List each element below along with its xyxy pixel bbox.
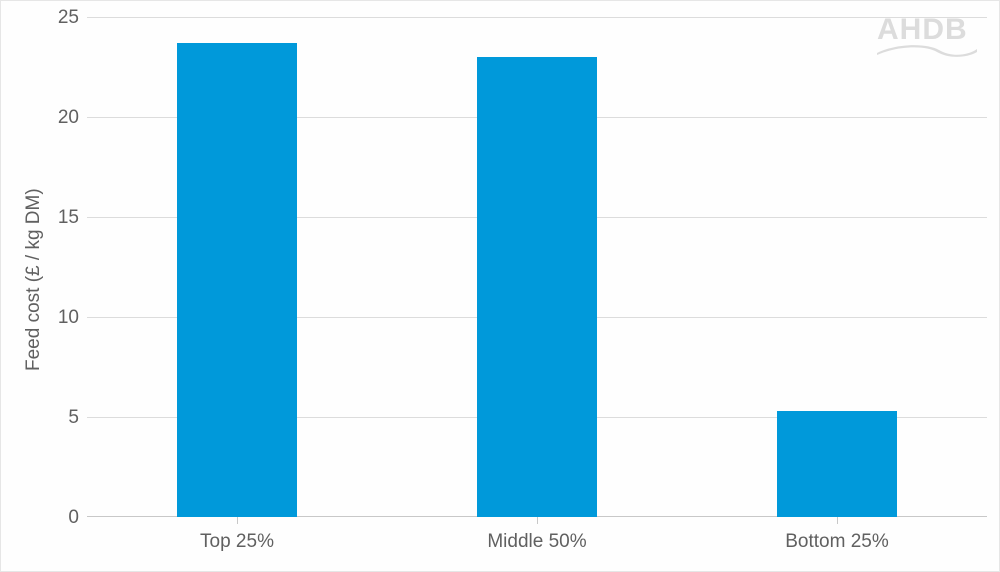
x-tick-label: Middle 50%: [487, 531, 586, 553]
plot-area: [87, 17, 987, 517]
y-tick-label: 5: [19, 407, 79, 429]
bar: [777, 411, 897, 517]
y-axis-title: Feed cost (£ / kg DM): [23, 188, 45, 371]
y-tick-label: 0: [19, 507, 79, 529]
x-tick-label: Top 25%: [200, 531, 274, 553]
watermark-text: AHDB: [877, 13, 968, 46]
y-tick-label: 20: [19, 107, 79, 129]
bar: [477, 57, 597, 517]
x-tick-label: Bottom 25%: [785, 531, 889, 553]
x-tick-mark: [537, 517, 538, 524]
x-tick-mark: [837, 517, 838, 524]
feed-cost-bar-chart: 0510152025 Top 25%Middle 50%Bottom 25% F…: [0, 0, 1000, 572]
y-tick-label: 25: [19, 7, 79, 29]
gridline: [87, 17, 987, 18]
bar: [177, 43, 297, 517]
x-tick-mark: [237, 517, 238, 524]
ahdb-watermark: AHDB: [877, 15, 977, 57]
